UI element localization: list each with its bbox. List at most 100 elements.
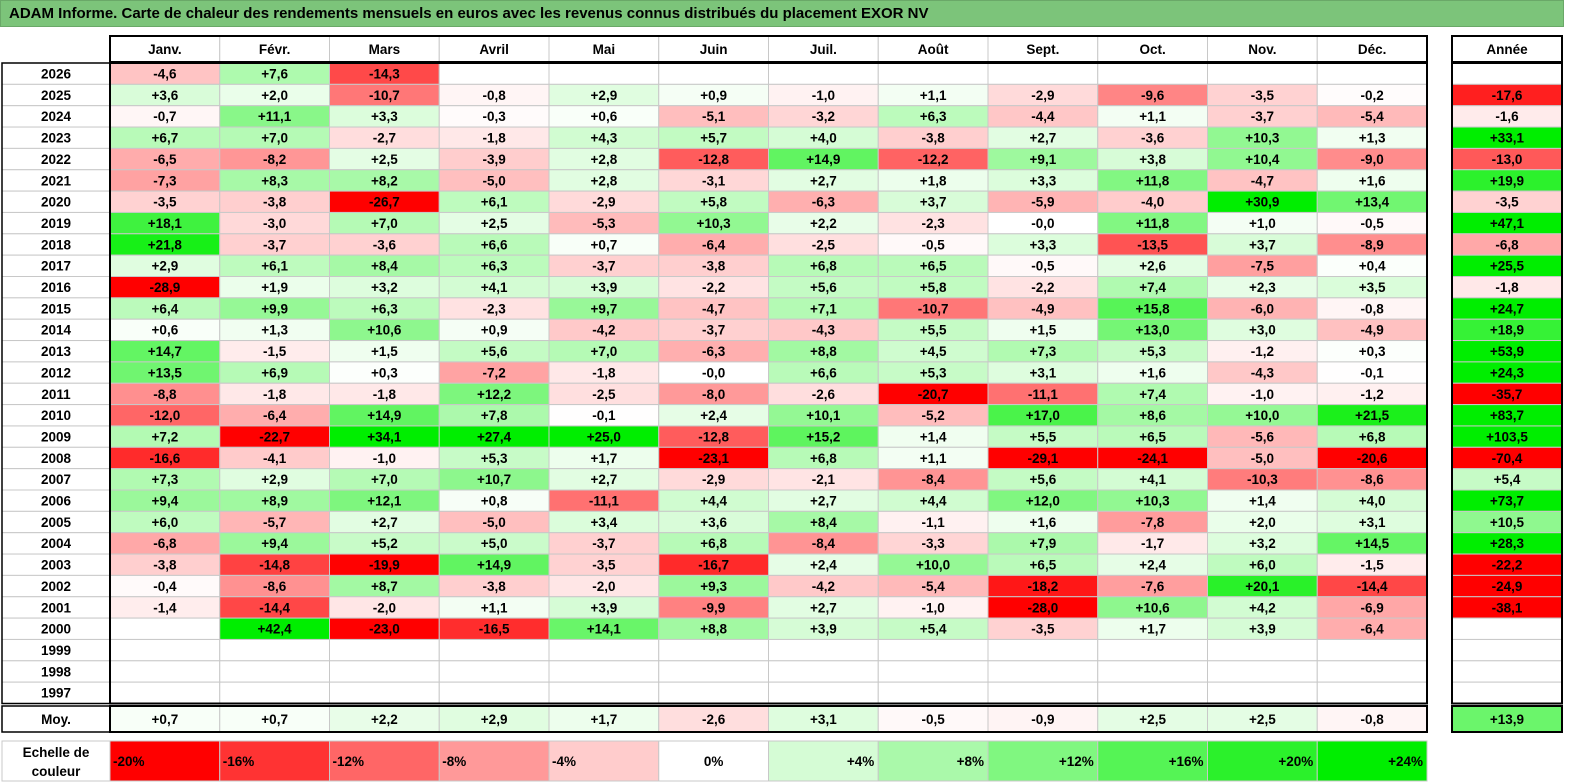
heat-cell (877, 681, 989, 705)
year-label: 1999 (41, 643, 71, 658)
heat-cell-value: +8,8 (810, 344, 837, 359)
heat-cell (877, 62, 989, 85)
avg-cell-value: +2,9 (481, 712, 508, 727)
heat-cell-value: +3,9 (810, 622, 837, 637)
heat-cell-value: -3,6 (1141, 131, 1165, 146)
scale-swatch (548, 740, 660, 782)
avg-cell-value: +2,5 (1139, 712, 1166, 727)
heat-cell-value: -6,4 (702, 237, 726, 252)
heat-cell-value: -4,1 (263, 451, 287, 466)
heat-cell-value: +10,3 (1245, 131, 1280, 146)
heat-cell-value: +6,6 (810, 365, 837, 380)
annual-cell-value: -38,1 (1492, 600, 1523, 615)
heat-cell-value: -6,3 (812, 195, 836, 210)
year-label: 2017 (41, 259, 71, 274)
heat-cell-value: -8,0 (702, 387, 725, 402)
heat-cell-value: -3,7 (592, 536, 615, 551)
heat-cell-value: -0,8 (1360, 301, 1384, 316)
heat-cell-value: -2,2 (1031, 280, 1054, 295)
heat-cell-value: +6,1 (261, 259, 288, 274)
heat-cell (219, 638, 330, 662)
heat-cell-value: +1,1 (481, 600, 508, 615)
heat-cell-value: +4,2 (1249, 600, 1276, 615)
heat-cell (658, 638, 769, 662)
heat-cell-value: +9,7 (591, 301, 618, 316)
year-label: 2006 (41, 494, 72, 509)
heat-cell-value: +4,4 (700, 494, 727, 509)
heat-cell (987, 681, 1099, 705)
heat-cell-value: -0,5 (921, 237, 945, 252)
month-header-cell (548, 35, 660, 63)
annual-cell-value: -13,0 (1492, 152, 1523, 167)
avg-cell-value: +2,2 (371, 712, 398, 727)
heat-cell-value: +1,5 (1030, 323, 1057, 338)
heat-cell (768, 681, 879, 705)
heat-cell-value: -28,0 (1027, 600, 1058, 615)
heat-cell-value: -4,0 (1141, 195, 1164, 210)
heat-cell-value: -4,4 (1031, 109, 1055, 124)
heat-cell-value: -0,3 (482, 109, 506, 124)
heat-cell (329, 638, 440, 662)
heat-cell-value: -5,0 (1251, 451, 1274, 466)
heat-cell-value: +18,1 (148, 216, 183, 231)
heat-cell-value: +5,5 (1030, 429, 1057, 444)
heat-cell-value: +3,7 (920, 195, 947, 210)
scale-swatch (329, 740, 440, 782)
heat-cell-value: -0,0 (1031, 216, 1054, 231)
heat-cell-value: -3,3 (921, 536, 945, 551)
heat-cell-value: -3,0 (263, 216, 286, 231)
annual-cell (1451, 62, 1563, 85)
heat-cell-value: -23,0 (369, 622, 400, 637)
heat-cell-value: -3,1 (702, 173, 726, 188)
heat-cell-value: -4,3 (1251, 365, 1275, 380)
heat-cell-value: -8,4 (921, 472, 945, 487)
month-header-8: Août (918, 42, 949, 57)
heat-cell-value: +2,8 (591, 173, 618, 188)
month-header-7: Juil. (810, 42, 837, 57)
heat-cell-value: +10,3 (1136, 494, 1171, 509)
heat-cell-value: +6,8 (810, 259, 837, 274)
scale-label: -16% (223, 754, 255, 769)
heat-cell-value: -14,4 (1357, 579, 1388, 594)
heat-cell-value: -2,1 (812, 472, 836, 487)
heat-cell-value: +8,4 (371, 259, 398, 274)
scale-label: +16% (1169, 754, 1204, 769)
month-header-10: Oct. (1139, 42, 1165, 57)
year-label: 2014 (41, 323, 72, 338)
heat-cell-value: +6,8 (700, 536, 727, 551)
heat-cell-value: +7,4 (1139, 387, 1166, 402)
heat-cell-value: -8,6 (263, 579, 287, 594)
month-header-5: Mai (593, 42, 616, 57)
heat-cell-value: +4,0 (810, 131, 837, 146)
heat-cell-value: -4,9 (1031, 301, 1054, 316)
heat-cell-value: +0,9 (481, 323, 508, 338)
heat-cell-value: +3,9 (1249, 622, 1276, 637)
heat-cell (548, 660, 660, 683)
heat-cell-value: -2,0 (373, 600, 396, 615)
heat-cell-value: +4,1 (481, 280, 508, 295)
heat-cell-value: +7,2 (152, 429, 179, 444)
heat-cell-value: +3,4 (591, 515, 618, 530)
heat-cell-value: +5,3 (1139, 344, 1166, 359)
year-label: 2024 (41, 109, 72, 124)
scale-label: +4% (847, 754, 874, 769)
heat-cell-value: +8,3 (261, 173, 288, 188)
heat-cell-value: +5,3 (920, 365, 947, 380)
heat-cell-value: -12,8 (698, 152, 729, 167)
heat-cell-value: +8,7 (371, 579, 398, 594)
heat-cell-value: -7,8 (1141, 515, 1165, 530)
heat-cell-value: -0,0 (702, 365, 725, 380)
heat-cell-value: -3,8 (921, 131, 945, 146)
year-label: 2005 (41, 515, 72, 530)
heat-cell-value: +1,6 (1030, 515, 1057, 530)
heat-cell (1097, 660, 1208, 683)
year-label: 2025 (41, 88, 72, 103)
heat-cell-value: +5,6 (481, 344, 508, 359)
avg-cell-value: +3,1 (810, 712, 837, 727)
year-label: 2003 (41, 558, 72, 573)
heat-cell-value: +10,4 (1245, 152, 1280, 167)
heat-cell (1097, 638, 1208, 662)
annual-cell-value: -22,2 (1492, 558, 1523, 573)
heat-cell-value: +6,8 (810, 451, 837, 466)
heat-cell (219, 660, 330, 683)
